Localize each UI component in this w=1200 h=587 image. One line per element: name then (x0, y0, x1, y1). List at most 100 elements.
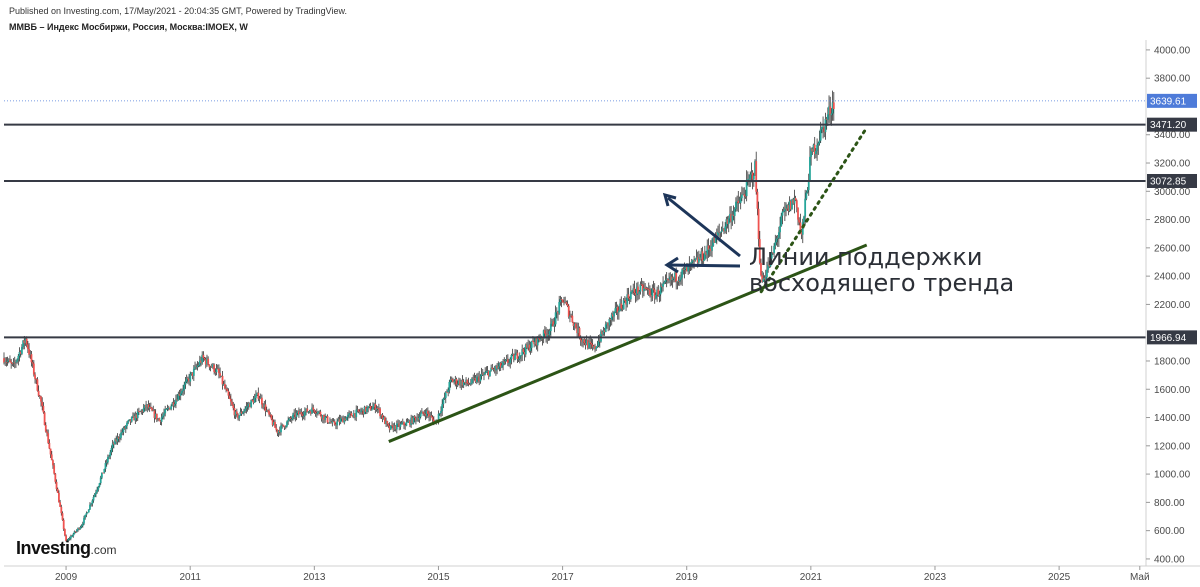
candle-body (250, 399, 253, 408)
candle-body (16, 359, 19, 362)
candle-body (787, 205, 790, 212)
candle-body (222, 384, 225, 385)
candle-body (718, 231, 721, 233)
time-tick-label: 2011 (179, 572, 201, 583)
candle-body (431, 417, 434, 420)
candle-body (52, 460, 54, 466)
candle-body (327, 422, 330, 424)
candle-body (311, 407, 313, 414)
candle-body (498, 363, 501, 367)
candle-body (491, 367, 494, 370)
candle-body (469, 383, 472, 385)
candle-body (466, 379, 469, 384)
candle-body (191, 372, 194, 376)
candle-body (114, 439, 116, 445)
candle-body (532, 340, 534, 343)
candle-body (762, 278, 765, 282)
candle-body (682, 269, 685, 270)
candle-body (754, 161, 756, 176)
candle-body (397, 423, 399, 425)
candle-body (92, 496, 95, 501)
candle-body (450, 379, 453, 380)
candle-body (333, 421, 336, 425)
candle-body (683, 268, 686, 270)
candle-body (504, 359, 507, 362)
candle-body (735, 201, 737, 210)
candle-body (169, 407, 171, 410)
symbol-title: ММВБ – Индекс Мосбиржи, Россия, Москва:I… (9, 22, 248, 32)
candle-body (481, 373, 484, 375)
candle-body (112, 443, 115, 445)
candle-body (295, 412, 298, 417)
candle-body (271, 419, 274, 426)
candle-body (145, 404, 147, 408)
candle-body (4, 361, 7, 363)
candle-body (135, 414, 138, 419)
candle-body (249, 403, 251, 408)
candle-body (779, 225, 781, 233)
candle-body (382, 417, 385, 420)
candle-body (340, 418, 343, 419)
candle-body (635, 286, 638, 296)
candle-body (666, 279, 669, 280)
candle-body (674, 272, 676, 279)
candle-body (343, 418, 346, 423)
candle-body (219, 373, 222, 377)
candle-body (65, 535, 67, 541)
candle-body (122, 427, 125, 433)
candle-body (709, 248, 712, 251)
candle-body (459, 380, 461, 386)
candle-body (514, 354, 516, 361)
candle-body (527, 344, 530, 348)
candle-body (426, 410, 429, 414)
candle-body (610, 314, 613, 321)
candle-body (34, 374, 36, 379)
candle-body (170, 406, 173, 410)
candle-body (756, 191, 759, 209)
candle-body (296, 411, 299, 413)
candle-body (23, 340, 26, 344)
candle-body (318, 411, 321, 413)
candle-body (72, 534, 75, 537)
candle-body (452, 379, 454, 383)
candle-body (670, 276, 673, 281)
candle-body (160, 417, 163, 422)
price-tick-label: 4000.00 (1154, 45, 1191, 56)
candle-body (495, 366, 497, 371)
candle-body (640, 284, 643, 286)
candle-body (362, 409, 365, 415)
candle-body (272, 421, 275, 426)
candle-body (221, 375, 224, 385)
candle-body (463, 381, 466, 383)
candle-body (558, 302, 561, 314)
candle-body (143, 404, 146, 409)
candle-body (417, 417, 420, 420)
candle-body (475, 377, 478, 382)
candle-body (123, 427, 126, 429)
time-tick-label: 2017 (551, 572, 574, 583)
candle-body (629, 291, 632, 300)
candle-body (165, 408, 168, 410)
candle-body (208, 364, 211, 368)
candle-body (232, 404, 235, 409)
candle-body (319, 411, 322, 416)
candle-body (54, 473, 57, 482)
candle-body (419, 413, 422, 417)
candle-body (658, 294, 661, 297)
candle-body (395, 423, 398, 430)
candle-body (758, 239, 761, 263)
candle-body (517, 358, 520, 360)
candle-body (29, 354, 32, 355)
candle-body (647, 288, 650, 290)
candle-body (731, 214, 734, 222)
trend-lines (388, 126, 869, 443)
candle-body (289, 418, 292, 420)
candle-body (589, 341, 592, 344)
candle-body (50, 454, 53, 461)
candle-body (668, 279, 670, 281)
candle-body (268, 410, 270, 415)
candle-body (274, 421, 276, 428)
candle-body (49, 448, 52, 455)
candle-body (529, 347, 532, 351)
